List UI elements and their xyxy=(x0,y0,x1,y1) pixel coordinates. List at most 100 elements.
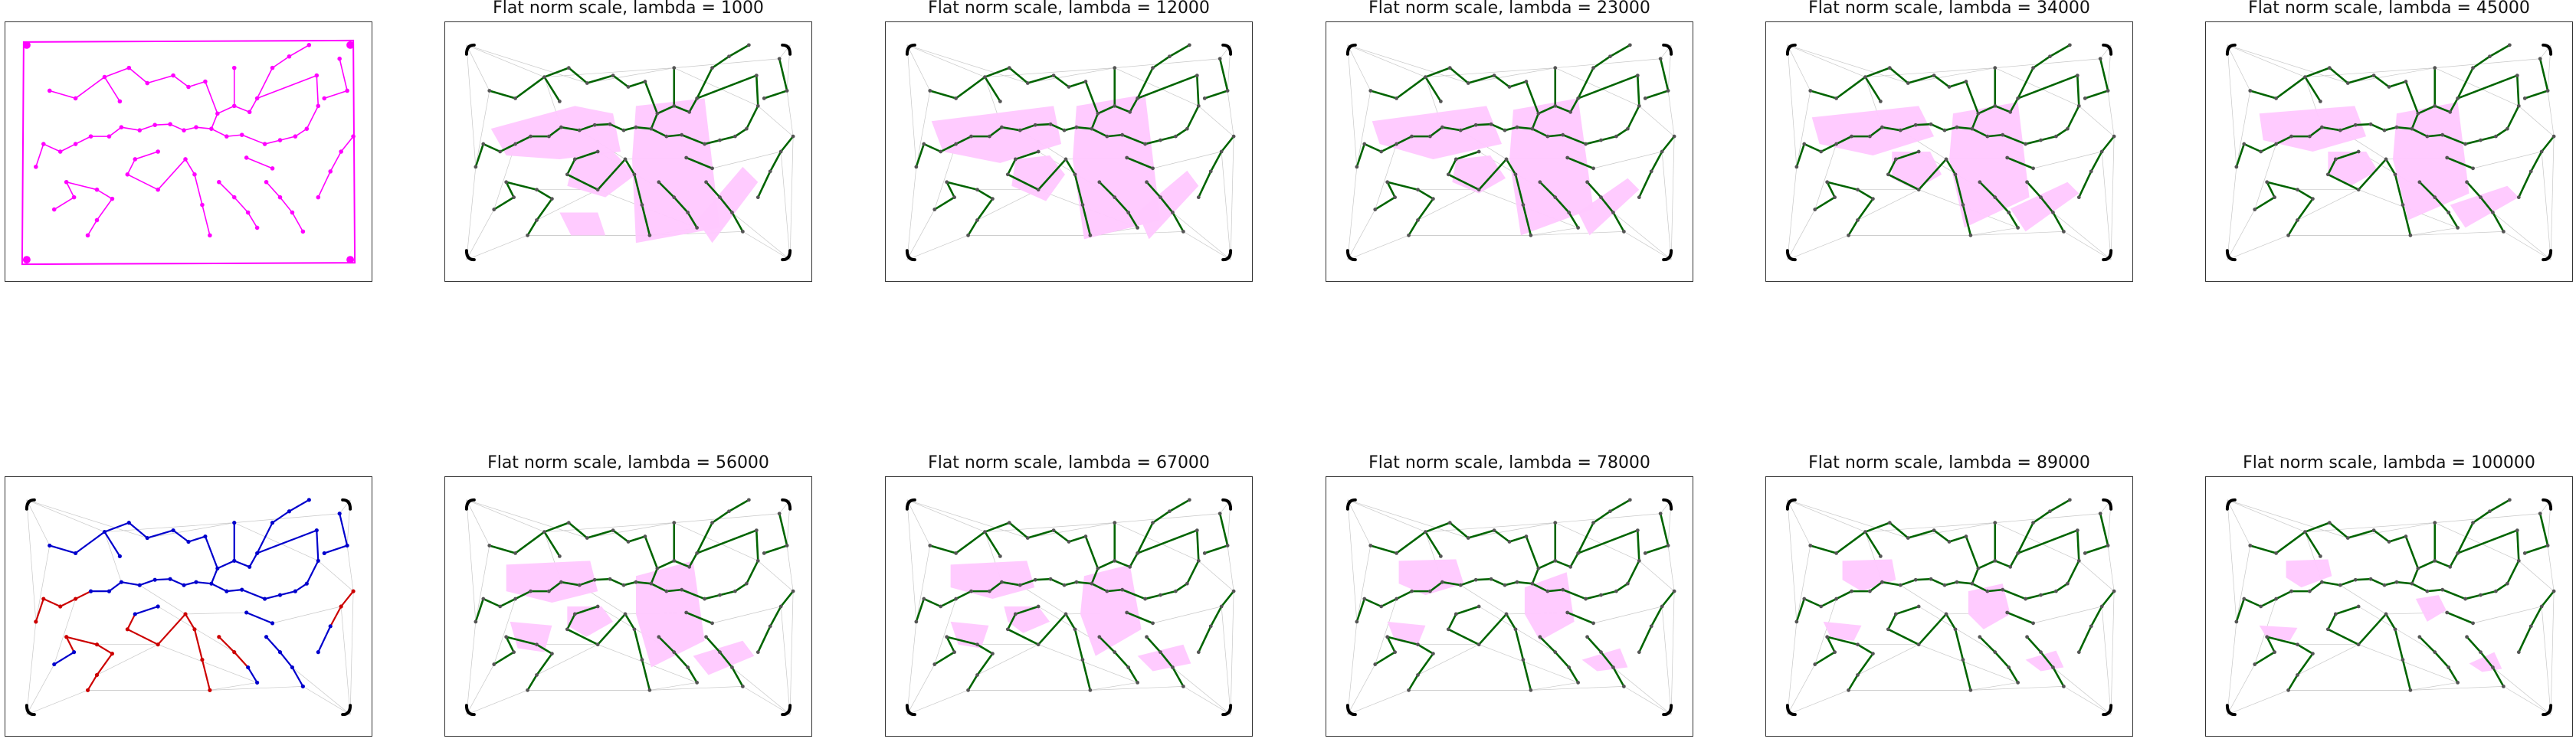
result-panel-67000: Flat norm scale, lambda = 67000 xyxy=(885,453,1253,737)
corner-markers xyxy=(2225,43,2553,262)
result-panel-1000: Flat norm scale, lambda = 1000 xyxy=(444,0,812,282)
corner-marker xyxy=(1785,704,1797,717)
corner-marker xyxy=(464,43,476,56)
green-edges xyxy=(915,44,1235,237)
result-panel-23000: Flat norm scale, lambda = 23000 xyxy=(1326,0,1693,282)
graph-nodes xyxy=(1794,43,2116,237)
panel-title: Flat norm scale, lambda = 45000 xyxy=(2248,0,2530,18)
panel-title: Flat norm scale, lambda = 12000 xyxy=(928,0,1210,18)
result-panel-12000: Flat norm scale, lambda = 12000 xyxy=(885,0,1253,282)
panel-title: Flat norm scale, lambda = 56000 xyxy=(487,453,769,472)
green-edges xyxy=(474,498,795,691)
corner-marker xyxy=(1785,43,1797,56)
corner-marker xyxy=(1662,498,1673,511)
corner-marker xyxy=(1345,498,1357,511)
corner-marker xyxy=(2102,498,2113,511)
corner-marker xyxy=(781,498,792,511)
graph-nodes xyxy=(474,498,795,692)
result-panel-78000: Flat norm scale, lambda = 78000 xyxy=(1326,453,1693,737)
green-edges xyxy=(1355,44,1676,237)
corner-marker xyxy=(341,704,352,717)
corner-marker xyxy=(1662,43,1673,56)
panel-title: Flat norm scale, lambda = 1000 xyxy=(493,0,764,18)
flat-norm-regions xyxy=(1811,102,2079,232)
panel-title: Flat norm scale, lambda = 67000 xyxy=(928,453,1210,472)
mesh-lines xyxy=(2227,44,2555,260)
corner-marker xyxy=(1785,498,1797,511)
plot-frame xyxy=(5,476,372,737)
corner-marker xyxy=(781,43,792,56)
corner-markers xyxy=(905,43,1233,262)
corner-marker xyxy=(2102,43,2113,56)
corner-markers xyxy=(1785,43,2113,262)
corner-marker xyxy=(905,498,916,511)
corner-markers xyxy=(25,498,352,717)
graph-nodes xyxy=(2234,498,2556,692)
partition-graph-panel xyxy=(5,456,372,737)
corner-marker xyxy=(25,704,36,717)
panel-title: Flat norm scale, lambda = 100000 xyxy=(2243,453,2535,472)
corner-marker xyxy=(464,249,476,262)
green-edges xyxy=(2235,44,2555,237)
corner-marker xyxy=(1221,249,1233,262)
plot-frame xyxy=(1765,476,2133,737)
plot-frame xyxy=(885,21,1253,282)
original-graph-panel xyxy=(5,2,372,282)
panel-title: Flat norm scale, lambda = 78000 xyxy=(1368,453,1650,472)
panel-title: Flat norm scale, lambda = 34000 xyxy=(1808,0,2090,18)
corner-markers xyxy=(464,498,792,717)
corner-marker xyxy=(464,498,476,511)
mesh-lines xyxy=(906,499,1234,715)
graph-nodes xyxy=(2234,43,2556,237)
corner-markers xyxy=(905,498,1233,717)
corner-marker xyxy=(1221,704,1233,717)
corner-marker xyxy=(2225,704,2237,717)
flat-norm-regions xyxy=(2259,102,2519,228)
corner-marker xyxy=(781,249,792,262)
corner-markers xyxy=(1345,498,1673,717)
graph-edges xyxy=(35,44,354,237)
graph-nodes xyxy=(914,498,1236,692)
mesh-lines xyxy=(466,499,794,715)
result-panel-56000: Flat norm scale, lambda = 56000 xyxy=(444,453,812,737)
corner-marker xyxy=(1221,498,1233,511)
corner-markers xyxy=(2225,498,2553,717)
corner-marker xyxy=(2225,498,2237,511)
corner-marker xyxy=(1785,249,1797,262)
graph-nodes xyxy=(34,43,356,238)
corner-marker xyxy=(905,704,916,717)
graph-nodes xyxy=(1355,498,1676,692)
corner-markers xyxy=(464,43,792,262)
plot-frame xyxy=(2205,476,2573,737)
corner-marker xyxy=(905,43,916,56)
corner-markers xyxy=(1345,43,1673,262)
graph-nodes xyxy=(1355,43,1676,237)
corner-marker xyxy=(781,704,792,717)
panel-title: Flat norm scale, lambda = 23000 xyxy=(1368,0,1650,18)
graph-nodes xyxy=(914,43,1236,237)
graph-nodes xyxy=(474,43,795,237)
corner-marker xyxy=(1662,249,1673,262)
green-edges xyxy=(915,498,1235,691)
mesh-lines xyxy=(26,499,354,715)
corner-markers xyxy=(1785,498,2113,717)
corner-marker xyxy=(1345,249,1357,262)
plot-frame xyxy=(1326,476,1693,737)
green-edges xyxy=(1795,44,2116,237)
plot-frame xyxy=(444,21,812,282)
corner-marker xyxy=(1662,704,1673,717)
green-edges xyxy=(474,44,795,237)
mesh-lines xyxy=(2227,499,2555,715)
result-panel-100000: Flat norm scale, lambda = 100000 xyxy=(2205,453,2573,737)
graph-edges xyxy=(34,498,355,691)
flat-norm-regions xyxy=(2259,559,2502,672)
corner-marker xyxy=(1221,43,1233,56)
plot-frame xyxy=(885,476,1253,737)
outer-boundary xyxy=(21,39,356,266)
plot-frame xyxy=(1765,21,2133,282)
corner-marker xyxy=(1345,43,1357,56)
corner-marker xyxy=(2542,498,2553,511)
corner-marker xyxy=(2102,704,2113,717)
panel-title: Flat norm scale, lambda = 89000 xyxy=(1808,453,2090,472)
result-panel-89000: Flat norm scale, lambda = 89000 xyxy=(1765,453,2133,737)
